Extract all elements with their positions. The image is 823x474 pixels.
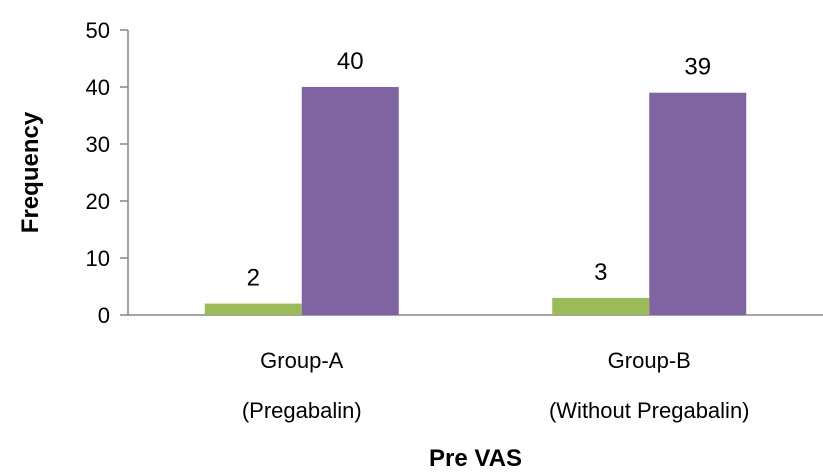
y-tick-label: 10 bbox=[86, 246, 110, 271]
category-label: Group-A bbox=[260, 348, 343, 373]
data-label: 40 bbox=[337, 48, 364, 75]
y-tick-label: 40 bbox=[86, 75, 110, 100]
y-tick-label: 30 bbox=[86, 132, 110, 157]
bar bbox=[204, 303, 302, 315]
data-label: 2 bbox=[247, 265, 260, 292]
bar bbox=[301, 87, 399, 315]
data-label: 3 bbox=[594, 259, 607, 286]
y-tick-label: 0 bbox=[98, 303, 110, 328]
category-labels: Group-A (Pregabalin) Group-B (Without Prega… bbox=[242, 348, 750, 423]
y-tick-label: 20 bbox=[86, 189, 110, 214]
category-label: Group-B bbox=[608, 348, 691, 373]
y-tick-labels: 0 10 20 30 40 50 bbox=[86, 18, 128, 328]
category-label: (Pregabalin) bbox=[242, 398, 362, 423]
y-axis-title: Frequency bbox=[17, 111, 44, 233]
bar bbox=[552, 297, 650, 315]
category-label: (Without Pregabalin) bbox=[549, 398, 750, 423]
bars: 2 40 3 39 bbox=[204, 48, 747, 315]
y-tick-label: 50 bbox=[86, 18, 110, 43]
bar bbox=[649, 92, 747, 315]
x-axis-title: Pre VAS bbox=[429, 445, 522, 472]
data-label: 39 bbox=[684, 54, 711, 81]
